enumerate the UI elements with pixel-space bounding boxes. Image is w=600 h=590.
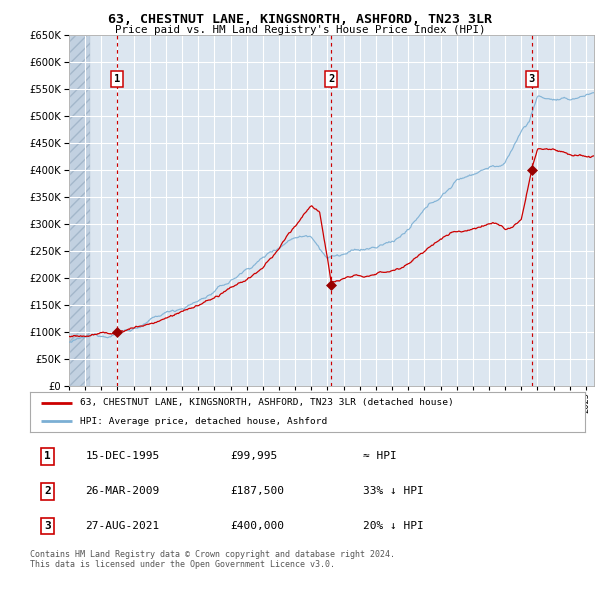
Bar [69, 35, 90, 386]
Text: 2: 2 [44, 486, 51, 496]
Text: 3: 3 [529, 74, 535, 84]
Text: 33% ↓ HPI: 33% ↓ HPI [363, 486, 424, 496]
Text: 63, CHESTNUT LANE, KINGSNORTH, ASHFORD, TN23 3LR (detached house): 63, CHESTNUT LANE, KINGSNORTH, ASHFORD, … [80, 398, 454, 407]
Text: HPI: Average price, detached house, Ashford: HPI: Average price, detached house, Ashf… [80, 417, 327, 425]
Text: 26-MAR-2009: 26-MAR-2009 [86, 486, 160, 496]
Text: Price paid vs. HM Land Registry's House Price Index (HPI): Price paid vs. HM Land Registry's House … [115, 25, 485, 35]
Text: 63, CHESTNUT LANE, KINGSNORTH, ASHFORD, TN23 3LR: 63, CHESTNUT LANE, KINGSNORTH, ASHFORD, … [108, 13, 492, 26]
Text: £400,000: £400,000 [230, 521, 284, 531]
Text: 3: 3 [44, 521, 51, 531]
Text: 27-AUG-2021: 27-AUG-2021 [86, 521, 160, 531]
Text: Contains HM Land Registry data © Crown copyright and database right 2024.
This d: Contains HM Land Registry data © Crown c… [30, 550, 395, 569]
Text: £99,995: £99,995 [230, 451, 277, 461]
Text: 1: 1 [113, 74, 120, 84]
Text: £187,500: £187,500 [230, 486, 284, 496]
Text: 1: 1 [44, 451, 51, 461]
Text: 2: 2 [328, 74, 334, 84]
Text: 15-DEC-1995: 15-DEC-1995 [86, 451, 160, 461]
Text: ≈ HPI: ≈ HPI [363, 451, 397, 461]
Text: 20% ↓ HPI: 20% ↓ HPI [363, 521, 424, 531]
